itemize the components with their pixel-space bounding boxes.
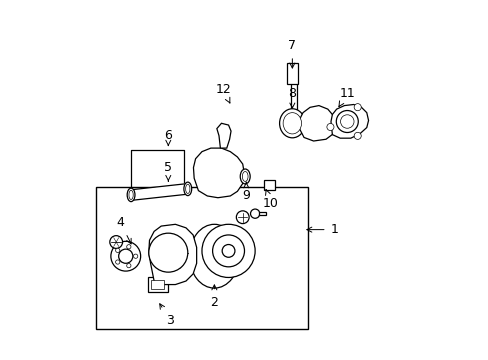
Ellipse shape <box>242 171 247 181</box>
Polygon shape <box>133 184 187 200</box>
Circle shape <box>353 104 361 111</box>
Polygon shape <box>216 123 230 148</box>
Polygon shape <box>330 104 368 138</box>
Circle shape <box>115 260 120 264</box>
Polygon shape <box>148 224 196 284</box>
Ellipse shape <box>279 109 305 138</box>
Text: 5: 5 <box>164 161 172 181</box>
Bar <box>96 187 307 329</box>
Ellipse shape <box>240 169 250 184</box>
Circle shape <box>202 224 255 278</box>
Bar <box>258 212 266 215</box>
Text: 6: 6 <box>164 129 172 145</box>
Circle shape <box>353 132 361 139</box>
Circle shape <box>111 241 141 271</box>
Ellipse shape <box>283 113 301 134</box>
Circle shape <box>250 209 259 218</box>
Polygon shape <box>193 148 244 198</box>
Ellipse shape <box>129 190 133 199</box>
Text: 1: 1 <box>306 223 338 236</box>
Circle shape <box>115 248 120 252</box>
Circle shape <box>326 123 333 131</box>
Circle shape <box>110 236 122 248</box>
Circle shape <box>126 264 131 268</box>
Circle shape <box>159 244 177 261</box>
Text: 3: 3 <box>160 304 174 327</box>
Text: 8: 8 <box>288 87 296 108</box>
Circle shape <box>222 244 234 257</box>
Bar <box>151 280 163 289</box>
Text: 10: 10 <box>263 190 279 210</box>
Bar <box>147 277 167 292</box>
Text: 7: 7 <box>288 39 296 68</box>
Text: 11: 11 <box>338 87 354 107</box>
Circle shape <box>126 245 131 249</box>
Circle shape <box>133 254 138 258</box>
Text: 9: 9 <box>242 183 250 202</box>
Ellipse shape <box>189 224 239 288</box>
Text: 2: 2 <box>210 285 218 309</box>
Text: 4: 4 <box>116 216 131 244</box>
Text: 12: 12 <box>215 83 231 103</box>
Ellipse shape <box>127 188 135 202</box>
Ellipse shape <box>336 111 358 132</box>
Bar <box>286 63 297 84</box>
Polygon shape <box>299 105 335 141</box>
Bar <box>264 180 274 190</box>
Circle shape <box>119 249 133 263</box>
Circle shape <box>236 211 248 224</box>
Ellipse shape <box>185 184 189 193</box>
Ellipse shape <box>340 115 353 128</box>
Circle shape <box>212 235 244 267</box>
Circle shape <box>148 233 187 272</box>
Ellipse shape <box>183 182 191 195</box>
